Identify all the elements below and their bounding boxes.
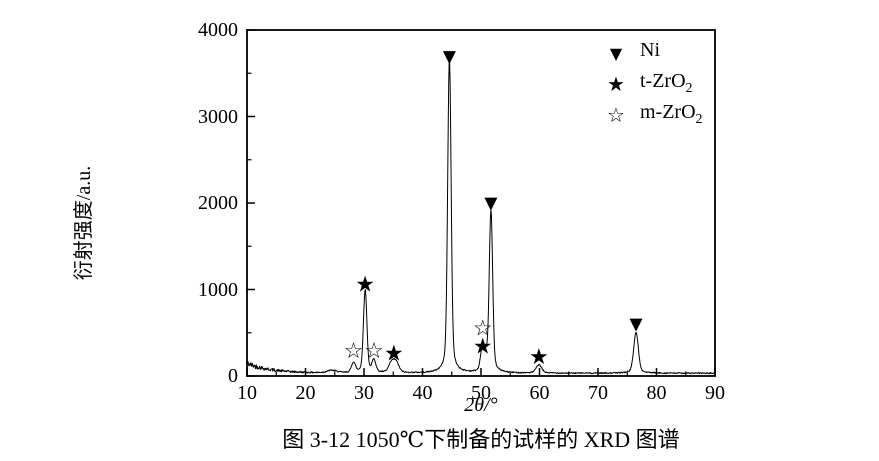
xrd-curve xyxy=(246,60,716,375)
x-axis-title: 2θ/° xyxy=(464,394,498,416)
filled-star-icon: ★ xyxy=(355,272,375,297)
y-tick-label: 1000 xyxy=(198,278,238,301)
legend-item-t-zro2: ★ t-ZrO2 xyxy=(598,69,703,100)
y-tick-label: 2000 xyxy=(198,192,238,214)
legend-item-ni: ▼ Ni xyxy=(598,38,703,69)
open-star-icon: ☆ xyxy=(364,339,384,364)
open-star-icon: ☆ xyxy=(473,316,493,341)
filled-star-icon: ★ xyxy=(529,345,549,370)
legend-label-ni: Ni xyxy=(640,38,660,61)
figure-caption: 图 3-12 1050℃下制备的试样的 XRD 图谱 xyxy=(282,427,680,452)
x-tick-label: 20 xyxy=(295,382,316,404)
filled-star-icon: ★ xyxy=(384,342,404,367)
x-tick-label: 50 xyxy=(471,382,491,404)
x-tick-label: 40 xyxy=(412,382,433,404)
filled-star-icon: ★ xyxy=(607,72,625,96)
x-tick-label: 90 xyxy=(705,382,725,404)
legend: ▼ Ni ★ t-ZrO2 ☆ m-ZrO2 xyxy=(598,38,703,131)
open-star-icon: ☆ xyxy=(344,339,364,364)
x-tick-label: 60 xyxy=(529,382,550,404)
filled-star-icon: ★ xyxy=(473,335,493,360)
y-axis-title: 衍射强度/a.u. xyxy=(73,165,95,281)
x-tick-label: 80 xyxy=(646,382,667,404)
y-tick-label: 0 xyxy=(228,365,238,387)
x-tick-label: 70 xyxy=(588,382,608,404)
filled-triangle-down-icon: ▼ xyxy=(629,314,643,334)
filled-triangle-down-icon: ▼ xyxy=(443,47,457,67)
filled-triangle-down-icon: ▼ xyxy=(609,44,623,63)
legend-label-m-zro2: m-ZrO2 xyxy=(640,100,703,127)
filled-triangle-down-icon: ▼ xyxy=(484,193,498,213)
y-tick-label: 3000 xyxy=(198,105,238,128)
legend-item-m-zro2: ☆ m-ZrO2 xyxy=(598,100,703,131)
open-star-icon: ☆ xyxy=(607,103,625,127)
legend-label-t-zro2: t-ZrO2 xyxy=(640,69,693,96)
y-tick-label: 4000 xyxy=(198,19,238,41)
x-tick-label: 30 xyxy=(354,382,374,404)
x-tick-label: 10 xyxy=(237,382,257,404)
